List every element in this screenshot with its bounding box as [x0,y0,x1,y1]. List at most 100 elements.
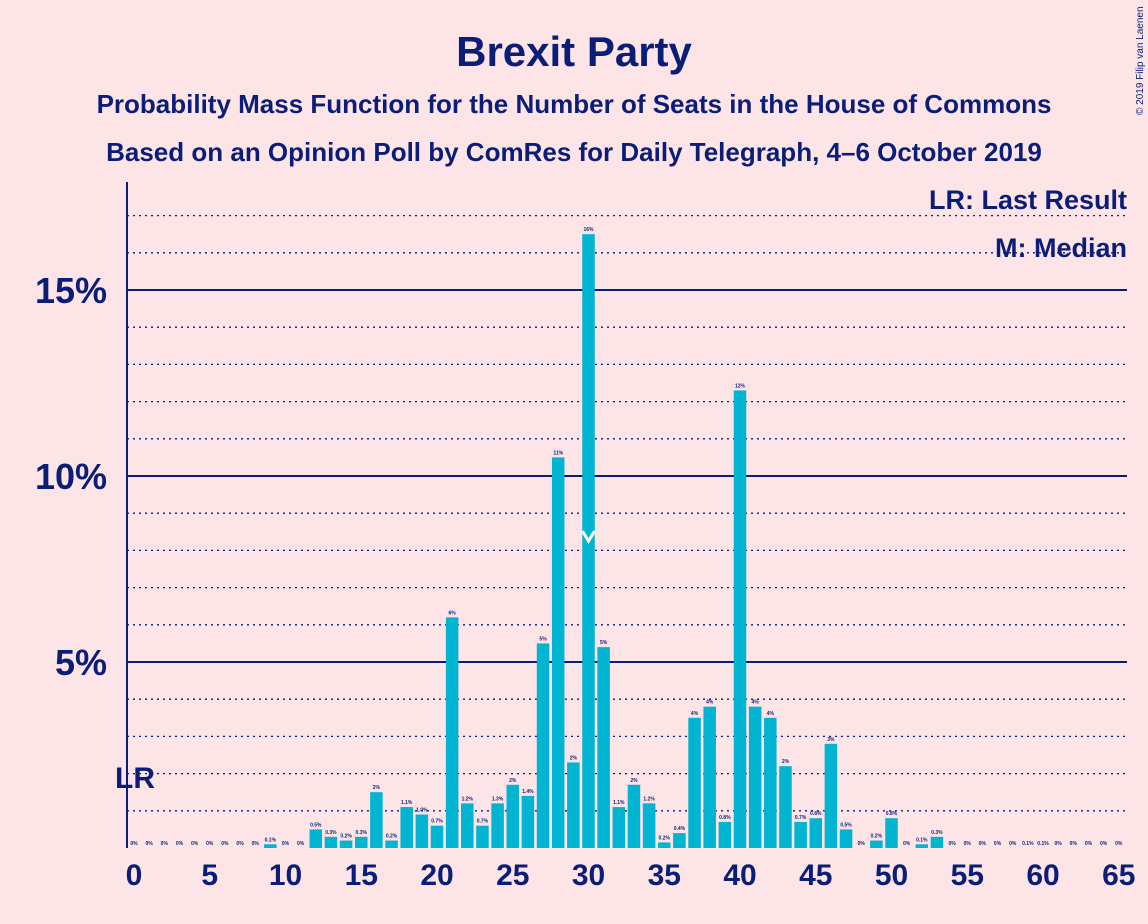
bar-seat-53 [930,836,944,848]
bar-label-seat-62: 0% [1070,841,1078,847]
bar-label-seat-7: 0% [236,841,244,847]
chart-subtitle-1: Probability Mass Function for the Number… [97,89,1052,119]
bar-label-seat-49: 0.2% [871,834,883,840]
bar-label-seat-55: 0% [964,841,972,847]
bar-label-seat-6: 0% [221,841,229,847]
bar-label-seat-12: 0.5% [310,822,322,828]
bar-seat-26 [521,795,535,848]
bar-label-seat-35: 0.2% [659,835,671,841]
bar-label-seat-1: 0% [146,841,154,847]
bar-seat-20 [430,825,444,848]
bar-seat-39 [718,821,732,848]
bar-seat-19 [415,814,429,848]
x-tick-label: 5 [201,859,218,892]
bar-label-seat-37: 4% [691,711,699,717]
y-tick-label: 5% [55,642,107,683]
bar-label-seat-14: 0.2% [340,834,352,840]
bar-label-seat-27: 5% [539,636,547,642]
x-tick-label: 15 [345,859,378,892]
bar-seat-32 [612,807,626,848]
bar-seat-9 [264,844,277,848]
x-tick-label: 55 [951,859,984,892]
x-tick-label: 25 [496,859,529,892]
bar-seat-24 [491,803,504,848]
bar-label-seat-32: 1.1% [613,800,625,806]
bar-label-seat-26: 1.4% [522,789,534,795]
bar-label-seat-61: 0% [1055,841,1063,847]
bar-seat-18 [400,807,413,848]
y-tick-label: 15% [35,270,107,311]
bar-seat-45 [809,818,822,848]
bar-label-seat-57: 0% [994,841,1002,847]
bar-label-seat-53: 0.3% [931,830,943,836]
bar-seat-40 [733,390,747,848]
bar-label-seat-4: 0% [191,841,199,847]
copyright-text: © 2019 Filip van Laenen [1135,6,1146,115]
bars [264,234,944,848]
bar-label-seat-40: 12% [735,383,746,389]
bar-label-seat-11: 0% [297,841,305,847]
bar-label-seat-5: 0% [206,841,214,847]
bar-seat-47 [839,829,853,848]
bar-label-seat-56: 0% [979,841,987,847]
bar-seat-35 [658,842,671,848]
y-tick-label: 10% [35,456,107,497]
legend-median: M: Median [995,233,1127,263]
bar-label-seat-16: 2% [373,785,381,791]
bar-seat-41 [748,706,762,848]
bar-label-seat-10: 0% [282,841,290,847]
chart-subtitle-2: Based on an Opinion Poll by ComRes for D… [106,137,1042,167]
bar-seat-37 [688,717,701,848]
bar-seat-36 [673,833,686,848]
bar-label-seat-63: 0% [1085,841,1093,847]
bar-label-seat-2: 0% [161,841,169,847]
bar-seat-44 [794,821,807,848]
last-result-marker: LR [115,762,155,795]
bar-label-seat-34: 1.2% [643,796,655,802]
bar-label-seat-54: 0% [948,841,956,847]
bar-seat-43 [779,766,792,848]
bar-label-seat-8: 0% [252,841,260,847]
bar-seat-38 [703,706,716,848]
bar-label-seat-39: 0.8% [719,815,731,821]
x-axis-ticks: 0 5 10 15 20 25 30 35 40 45 50 55 60 65 [126,859,1136,892]
bar-seat-46 [824,743,838,848]
bar-label-seat-52: 0.1% [916,837,928,843]
bar-seat-15 [355,836,368,848]
bar-label-seat-38: 4% [706,700,714,706]
x-tick-label: 40 [723,859,756,892]
bar-label-seat-23: 0.7% [477,819,489,825]
bar-label-seat-42: 4% [767,711,775,717]
bar-label-seat-41: 4% [752,700,760,706]
bar-label-seat-19: 1.0% [416,808,428,814]
x-tick-label: 30 [572,859,605,892]
bar-seat-50 [885,818,898,848]
chart-title: Brexit Party [456,28,692,75]
bar-label-seat-22: 1.2% [462,796,474,802]
bar-label-seat-64: 0% [1100,841,1108,847]
bar-label-seat-20: 0.7% [431,819,443,825]
bar-seat-49 [870,840,883,848]
bar-label-seat-24: 1.3% [492,796,504,802]
bar-label-seat-36: 0.4% [674,826,686,832]
bar-label-seat-17: 0.2% [386,834,398,840]
bar-seat-27 [536,643,550,848]
x-tick-label: 0 [126,859,143,892]
bar-seat-42 [764,717,777,848]
median-marker [581,530,596,545]
bar-label-seat-43: 2% [782,759,790,765]
bar-seat-28 [551,457,565,848]
bar-seat-14 [339,840,353,848]
bar-label-seat-18: 1.1% [401,800,413,806]
x-tick-label: 35 [648,859,681,892]
bar-label-seat-47: 0.5% [840,822,852,828]
legend-last-result: LR: Last Result [929,185,1127,215]
bar-label-seat-45: 0.8% [810,811,822,817]
bar-label-seat-9: 0.1% [265,837,277,843]
bar-label-seat-65: 0% [1115,841,1123,847]
x-tick-label: 45 [799,859,832,892]
bar-seat-13 [324,836,338,848]
x-tick-label: 60 [1026,859,1059,892]
bar-seat-52 [915,844,929,848]
y-axis-ticks: 5% 10% 15% [35,270,107,683]
